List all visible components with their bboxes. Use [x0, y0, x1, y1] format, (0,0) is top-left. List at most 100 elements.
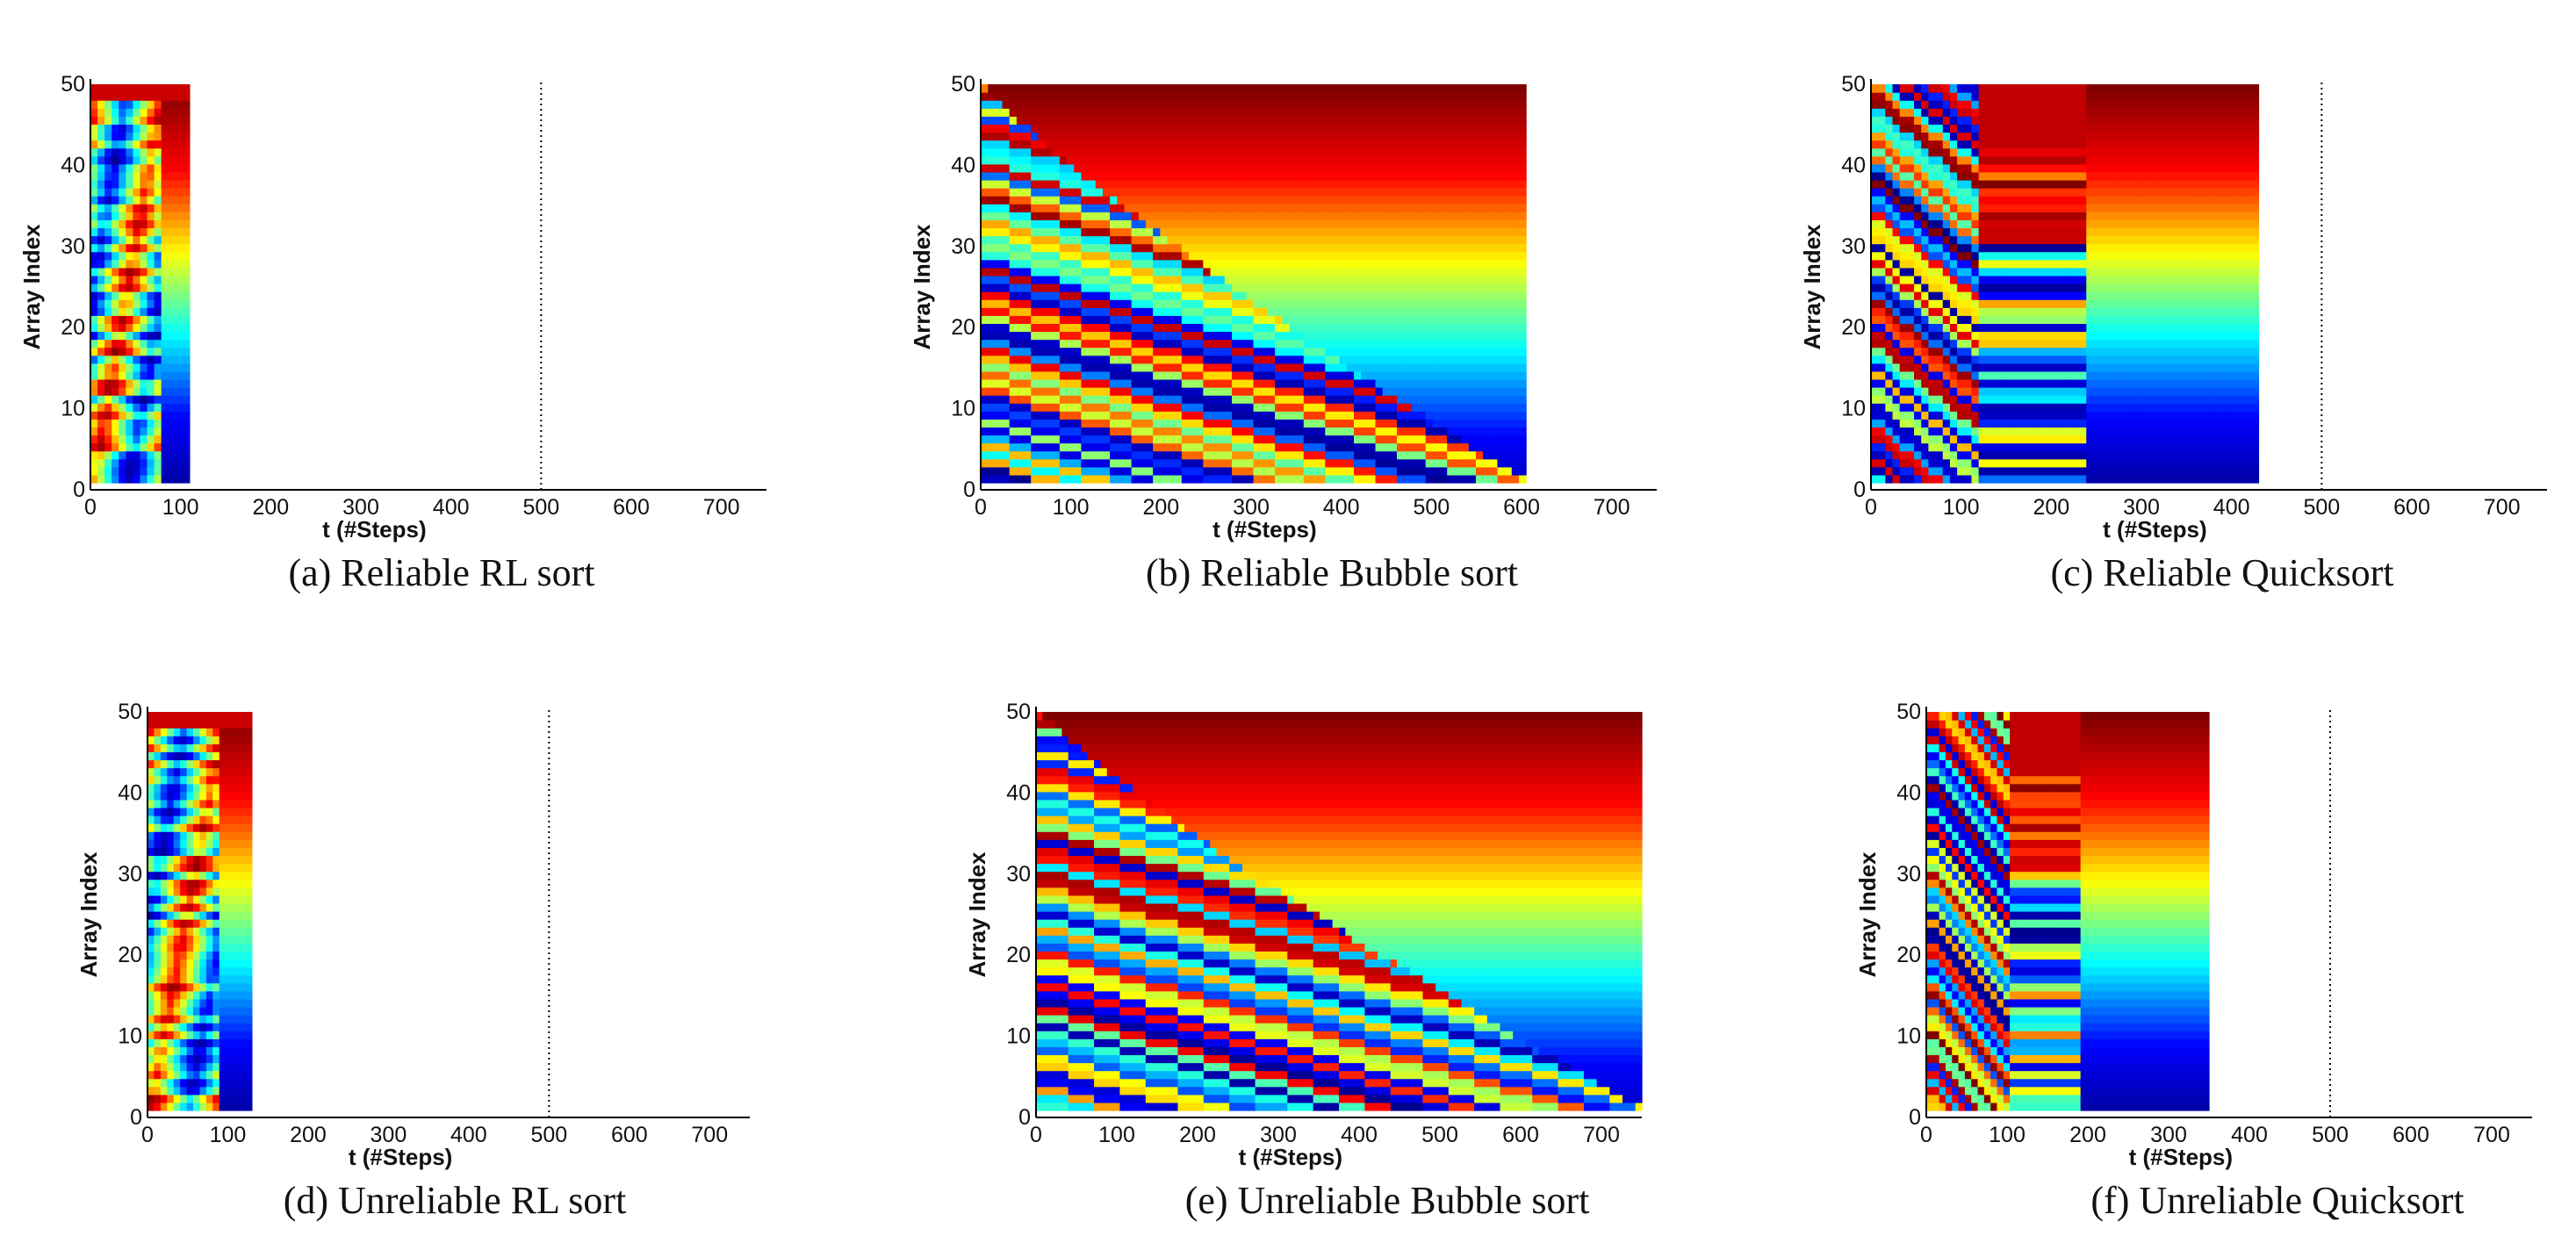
- heatmap-cell: [1906, 204, 1915, 212]
- heatmap-cell: [1497, 219, 1506, 229]
- heatmap-cell: [161, 259, 169, 269]
- heatmap-cell: [1217, 315, 1226, 324]
- heatmap-cell: [1906, 259, 1915, 269]
- heatmap-cell: [1052, 188, 1061, 197]
- y-tick-label: 50: [61, 72, 85, 97]
- heatmap-cell: [119, 284, 126, 292]
- heatmap-cell: [1052, 92, 1061, 101]
- heatmap-cell: [1181, 435, 1190, 444]
- heatmap-cell: [1081, 267, 1090, 277]
- heatmap-cell: [1404, 235, 1412, 245]
- heatmap-cell: [1210, 147, 1219, 157]
- heatmap-cell: [1246, 315, 1255, 324]
- heatmap-cell: [1224, 458, 1233, 468]
- x-tick-label: 500: [522, 495, 559, 520]
- heatmap-cell: [1447, 435, 1455, 444]
- heatmap-cell: [1921, 291, 1930, 300]
- heatmap-cell: [995, 458, 1004, 468]
- heatmap-cell: [1411, 196, 1420, 205]
- heatmap-cell: [1059, 355, 1068, 364]
- heatmap-cell: [119, 427, 126, 436]
- heatmap-cell: [112, 251, 119, 261]
- heatmap-cell: [1411, 132, 1420, 141]
- heatmap-cell: [1102, 395, 1111, 404]
- heatmap-cell: [1497, 466, 1506, 476]
- heatmap-cell: [1117, 284, 1126, 292]
- heatmap-cell: [1310, 378, 1319, 388]
- heatmap-cell: [104, 188, 112, 197]
- heatmap-cell: [1067, 370, 1075, 380]
- heatmap-cell: [1483, 188, 1491, 197]
- heatmap-cell: [1253, 116, 1262, 125]
- heatmap-cell: [1885, 132, 1894, 141]
- heatmap-cell: [1167, 212, 1176, 220]
- heatmap-cell: [1124, 100, 1133, 109]
- heatmap-cell: [1447, 259, 1455, 269]
- heatmap-cell: [1067, 147, 1075, 157]
- heatmap-cell: [981, 163, 989, 173]
- heatmap-cell: [1059, 140, 1068, 149]
- heatmap-cell: [1475, 243, 1484, 253]
- heatmap-cell: [1368, 284, 1377, 292]
- heatmap-cell: [1504, 284, 1513, 292]
- heatmap-cell: [161, 474, 169, 484]
- heatmap-cell: [1504, 419, 1513, 428]
- heatmap-cell: [1468, 92, 1477, 101]
- heatmap-cell: [1009, 219, 1018, 229]
- heatmap-cell: [1167, 267, 1176, 277]
- heatmap-cell: [1518, 466, 1527, 476]
- heatmap-cell: [133, 140, 141, 149]
- heatmap-cell: [1914, 132, 1922, 141]
- heatmap-cell: [1921, 267, 1930, 277]
- heatmap-cell: [1088, 100, 1097, 109]
- heatmap-cell: [1310, 427, 1319, 436]
- heatmap-cell: [1885, 339, 1894, 348]
- heatmap-cell: [1232, 315, 1240, 324]
- heatmap-cell: [1339, 92, 1348, 101]
- heatmap-cell: [90, 212, 98, 220]
- heatmap-cell: [1232, 458, 1240, 468]
- heatmap-cell: [1425, 395, 1434, 404]
- heatmap-cell: [1203, 315, 1212, 324]
- heatmap-cell: [168, 395, 176, 404]
- heatmap-cell: [1332, 196, 1341, 205]
- heatmap-cell: [112, 204, 119, 212]
- heatmap-cell: [1117, 355, 1126, 364]
- heatmap-cell: [1397, 259, 1405, 269]
- heatmap-cell: [1117, 188, 1126, 197]
- heatmap-cell: [1425, 339, 1434, 348]
- heatmap-cell: [1095, 363, 1104, 372]
- heatmap-cell: [1038, 179, 1047, 189]
- heatmap-cell: [1189, 251, 1197, 261]
- heatmap-cell: [1411, 474, 1420, 484]
- heatmap-cell: [1203, 474, 1212, 484]
- heatmap-cell: [1232, 442, 1240, 452]
- heatmap-cell: [1382, 92, 1391, 101]
- heatmap-cell: [119, 163, 126, 173]
- heatmap-cell: [1318, 100, 1326, 109]
- heatmap-cell: [1497, 251, 1506, 261]
- heatmap-cell: [1397, 227, 1405, 237]
- heatmap-cell: [1174, 419, 1183, 428]
- heatmap-cell: [1267, 411, 1276, 420]
- heatmap-cell: [1110, 378, 1118, 388]
- heatmap-cell: [1497, 403, 1506, 412]
- heatmap-cell: [1174, 179, 1183, 189]
- heatmap-cell: [1160, 92, 1169, 101]
- heatmap-cell: [1074, 100, 1083, 109]
- heatmap-cell: [1239, 92, 1247, 101]
- heatmap-cell: [1174, 251, 1183, 261]
- heatmap-cell: [1217, 227, 1226, 237]
- heatmap-cell: [1138, 435, 1147, 444]
- heatmap-cell: [1511, 419, 1520, 428]
- heatmap-cell: [1303, 458, 1312, 468]
- heatmap-cell: [1217, 458, 1226, 468]
- heatmap-cell: [1095, 291, 1104, 300]
- heatmap-cell: [1325, 411, 1334, 420]
- heatmap-cell: [1189, 100, 1197, 109]
- heatmap-cell: [1052, 355, 1061, 364]
- heatmap-cell: [154, 124, 162, 133]
- heatmap-cell: [1382, 116, 1391, 125]
- heatmap-cell: [1303, 275, 1312, 284]
- heatmap-cell: [1921, 442, 1930, 452]
